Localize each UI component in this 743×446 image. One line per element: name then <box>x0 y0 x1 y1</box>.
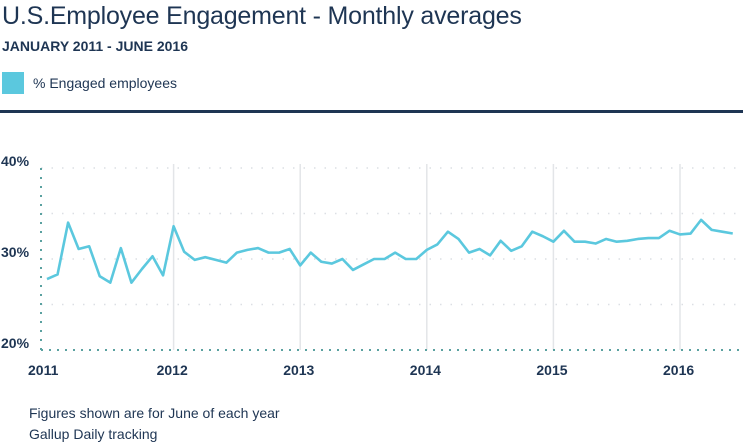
footnote-source: Gallup Daily tracking <box>29 426 158 442</box>
legend: % Engaged employees <box>2 72 177 94</box>
legend-swatch <box>2 72 24 94</box>
footnote-june: Figures shown are for June of each year <box>29 405 280 421</box>
y-tick-label-20: 20% <box>1 335 30 351</box>
chart-subtitle: JANUARY 2011 - JUNE 2016 <box>2 38 188 54</box>
legend-label: % Engaged employees <box>33 75 177 91</box>
x-tick-label-2012: 2012 <box>157 362 188 378</box>
x-tick-label-2014: 2014 <box>410 362 441 378</box>
series-line-engaged <box>46 218 733 284</box>
x-tick-label-2011: 2011 <box>28 362 59 378</box>
y-tick-label-40: 40% <box>1 153 30 169</box>
chart-title: U.S.Employee Engagement - Monthly averag… <box>2 2 522 30</box>
x-tick-label-2015: 2015 <box>536 362 567 378</box>
x-tick-label-2013: 2013 <box>283 362 314 378</box>
y-tick-label-30: 30% <box>1 244 30 260</box>
x-tick-label-2016: 2016 <box>663 362 694 378</box>
header-divider <box>0 110 743 113</box>
